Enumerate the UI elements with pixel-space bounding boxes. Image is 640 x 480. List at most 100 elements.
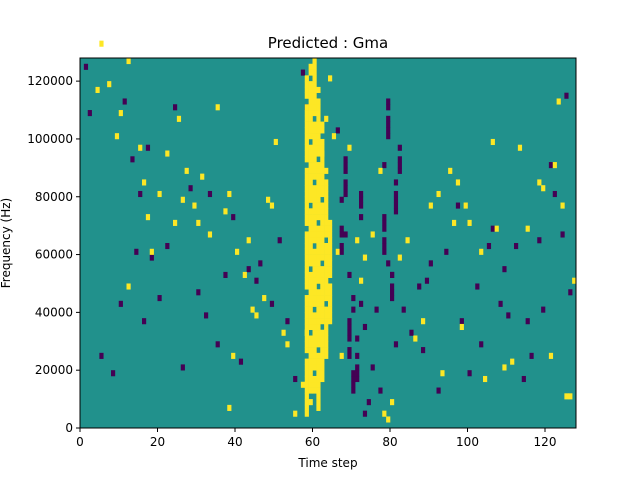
heatmap-cell-high <box>304 237 309 244</box>
heatmap-cell-low <box>343 156 348 163</box>
heatmap-cell-high <box>312 352 317 359</box>
heatmap-cell-high <box>320 289 325 296</box>
heatmap-cell-high <box>320 347 325 354</box>
heatmap-cell-low <box>366 399 371 406</box>
heatmap-cell-high <box>316 121 321 128</box>
heatmap-cell-high <box>316 300 321 307</box>
heatmap-cell-high <box>312 347 317 354</box>
heatmap-cell-low <box>355 375 360 383</box>
heatmap-cell-high <box>316 289 321 296</box>
heatmap-cell-low <box>393 196 399 203</box>
heatmap-cell-high <box>304 381 309 388</box>
heatmap-cell-high <box>308 370 313 377</box>
heatmap-cell-high <box>266 196 271 203</box>
x-tick-label: 40 <box>227 435 242 449</box>
heatmap-cell-high <box>320 121 325 128</box>
heatmap-cell-low <box>382 243 387 250</box>
heatmap-cell-high <box>207 231 213 238</box>
heatmap-cell-high <box>308 364 313 371</box>
heatmap-cell-high <box>324 283 329 290</box>
heatmap-cell-low <box>343 167 348 174</box>
heatmap-cell-high <box>324 225 329 232</box>
heatmap-cell-high <box>107 81 112 88</box>
heatmap-cell-high <box>308 277 313 284</box>
heatmap-cell-high <box>312 185 317 192</box>
heatmap-cell-low <box>343 231 348 238</box>
heatmap-cell-low <box>455 202 461 209</box>
heatmap-cell-high <box>157 190 162 198</box>
heatmap-cell-high <box>308 150 313 157</box>
heatmap-cell-low <box>254 277 259 284</box>
heatmap-cell-high <box>304 92 309 99</box>
heatmap-cell-high <box>300 381 306 388</box>
heatmap-cell-high <box>428 202 433 209</box>
heatmap-cell-high <box>324 323 329 331</box>
heatmap-cell-low <box>134 248 139 255</box>
heatmap-cell-low <box>409 329 414 336</box>
heatmap-cell-high <box>118 110 123 117</box>
heatmap-cell-high <box>254 312 259 319</box>
heatmap-cell-high <box>312 190 317 198</box>
heatmap-cell-low <box>525 318 530 325</box>
heatmap-cell-low <box>300 69 306 76</box>
y-tick-label: 120000 <box>27 74 73 88</box>
heatmap-cell-high <box>324 271 329 278</box>
heatmap-cell-high <box>304 306 309 313</box>
heatmap-cell-high <box>235 248 240 255</box>
heatmap-cell-high <box>304 254 309 261</box>
heatmap-cell-low <box>339 248 344 255</box>
heatmap-cell-high <box>328 266 333 273</box>
heatmap-cell-low <box>548 162 554 169</box>
heatmap-cell-low <box>339 196 344 203</box>
heatmap-cell-high <box>308 248 313 255</box>
heatmap-cell-high <box>312 335 317 342</box>
heatmap-cell-high <box>320 277 325 284</box>
heatmap-cell-high <box>312 248 317 255</box>
heatmap-cell-high <box>324 179 329 186</box>
heatmap-cell-low <box>130 156 135 163</box>
heatmap-cell-high <box>324 329 329 336</box>
heatmap-cell-high <box>382 410 387 417</box>
heatmap-cell-high <box>316 277 321 284</box>
heatmap-cell-low <box>339 243 344 250</box>
heatmap-cell-high <box>328 225 333 232</box>
heatmap-cell-high <box>312 81 317 88</box>
heatmap-cell-high <box>328 248 333 255</box>
heatmap-cell-high <box>316 150 321 157</box>
heatmap-cell-high <box>308 63 313 70</box>
heatmap-cell-high <box>320 295 325 302</box>
heatmap-cell-low <box>537 237 542 244</box>
heatmap-cell-high <box>316 144 321 151</box>
heatmap-cell-low <box>111 370 116 377</box>
heatmap-cell-low <box>335 127 340 134</box>
heatmap-cell-high <box>316 133 321 140</box>
heatmap-cell-low <box>196 289 201 296</box>
heatmap-cell-high <box>452 219 457 226</box>
heatmap-cell-high <box>320 312 325 319</box>
heatmap-cell-high <box>320 190 325 198</box>
heatmap-cell-low <box>238 358 244 365</box>
heatmap-cell-low <box>339 225 344 232</box>
heatmap-cell-high <box>316 375 321 383</box>
heatmap-cell-high <box>436 190 441 198</box>
heatmap-cell-high <box>320 318 325 325</box>
heatmap-cell-high <box>308 295 313 302</box>
heatmap-cell-low <box>568 289 573 296</box>
heatmap-cell-high <box>324 254 329 261</box>
heatmap-cell-high <box>262 295 267 302</box>
heatmap-cell-high <box>308 81 313 88</box>
heatmap-cell-high <box>180 196 185 203</box>
heatmap-cell-high <box>316 167 321 174</box>
heatmap-cell-high <box>308 243 313 250</box>
y-tick-label: 60000 <box>35 248 73 262</box>
heatmap-cell-high <box>316 335 321 342</box>
heatmap-cell-high <box>312 318 317 325</box>
heatmap-cell-high <box>316 306 321 313</box>
heatmap-cell-low <box>428 260 433 267</box>
heatmap-cell-high <box>304 231 309 238</box>
heatmap-cell-high <box>312 202 317 209</box>
heatmap-cell-high <box>176 115 182 122</box>
heatmap-cell-high <box>312 341 317 348</box>
heatmap-cell-high <box>324 277 329 284</box>
heatmap-cell-high <box>556 98 561 105</box>
